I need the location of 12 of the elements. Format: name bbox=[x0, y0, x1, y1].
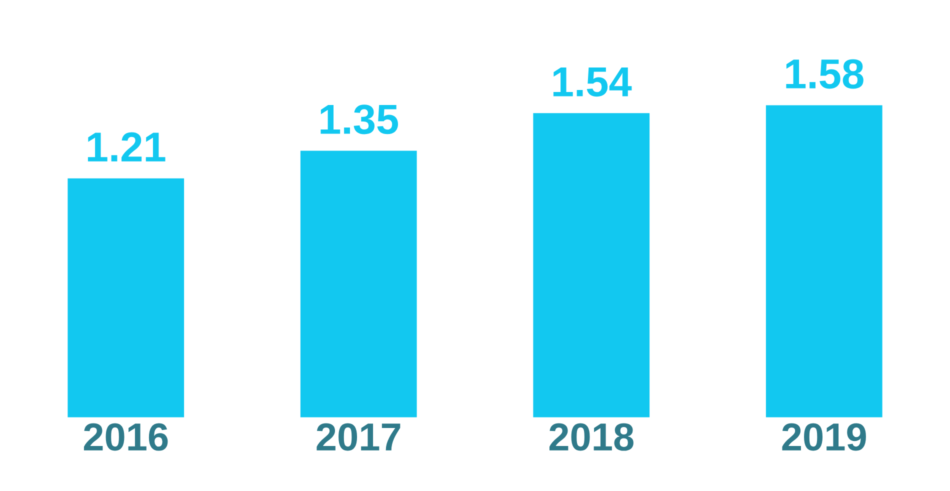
bar bbox=[68, 178, 184, 418]
data-label: 1.54 bbox=[553, 68, 632, 97]
x-tick-label: 2016 bbox=[84, 423, 168, 451]
bar bbox=[300, 150, 417, 418]
bar bbox=[766, 105, 882, 418]
bar bbox=[533, 113, 650, 418]
x-tick-label: 2019 bbox=[782, 423, 866, 451]
data-label: 1.58 bbox=[786, 59, 864, 89]
x-tick-label: 2017 bbox=[316, 423, 400, 451]
data-label: 1.21 bbox=[88, 132, 166, 162]
data-label: 1.35 bbox=[320, 104, 398, 134]
x-tick-label: 2018 bbox=[549, 423, 634, 451]
